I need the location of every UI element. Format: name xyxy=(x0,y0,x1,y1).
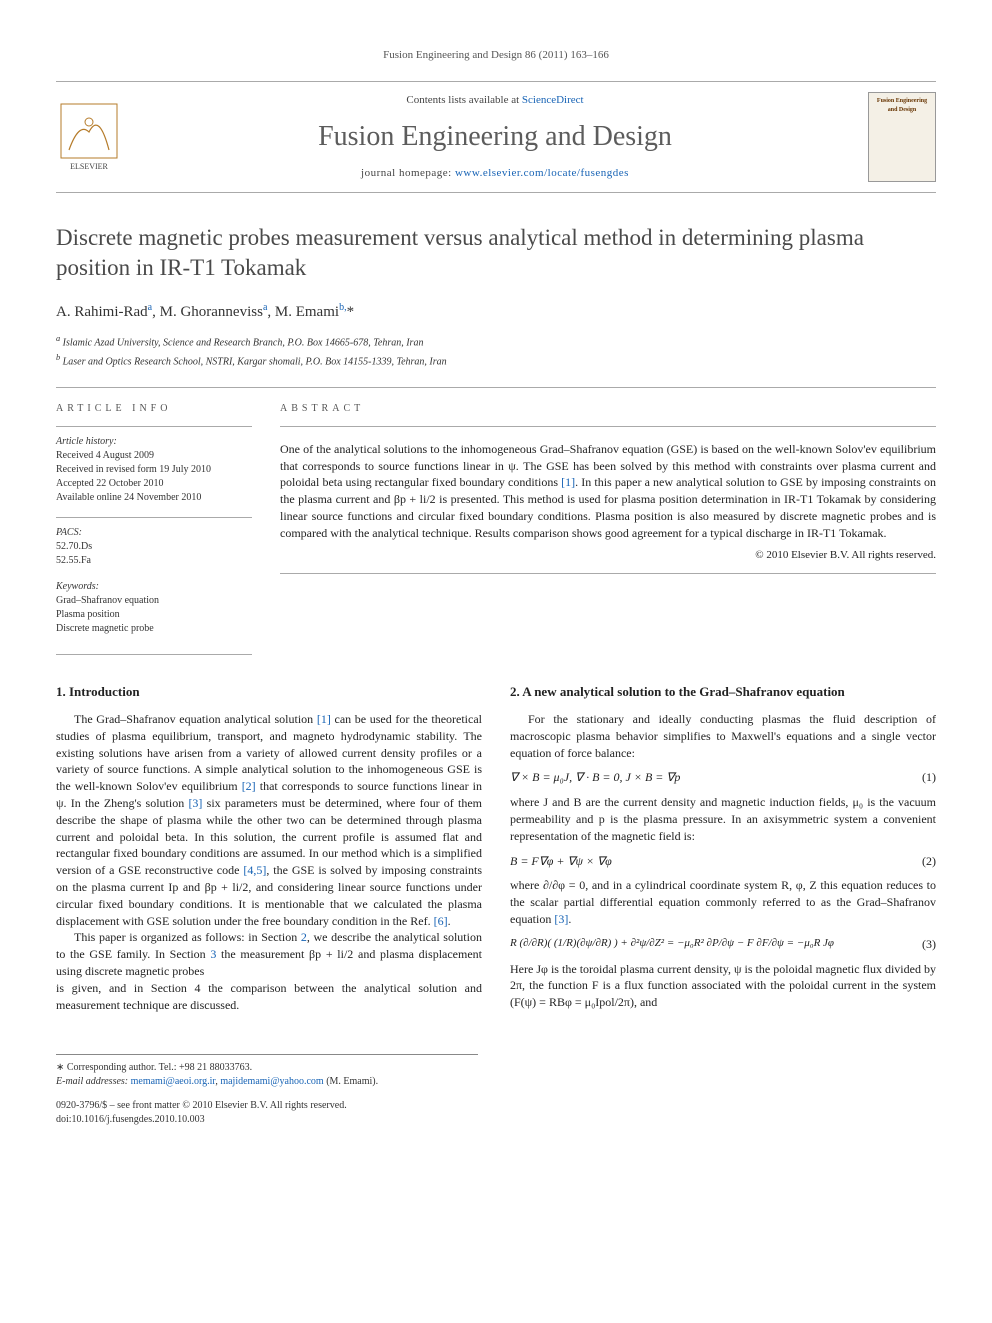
section-2-paragraph: Here Jφ is the toroidal plasma current d… xyxy=(510,961,936,1011)
equation-body: ∇ × B = μ₀J, ∇ · B = 0, J × B = ∇p xyxy=(510,769,912,786)
affiliation-a: a Islamic Azad University, Science and R… xyxy=(56,333,936,350)
abstract-text: One of the analytical solutions to the i… xyxy=(280,441,936,542)
cover-title: Fusion Engineering and Design xyxy=(873,97,931,114)
issn-line: 0920-3796/$ – see front matter © 2010 El… xyxy=(56,1099,936,1113)
section-2-paragraph: where J and B are the current density an… xyxy=(510,794,936,844)
masthead-center: Contents lists available at ScienceDirec… xyxy=(136,93,854,181)
running-head: Fusion Engineering and Design 86 (2011) … xyxy=(56,48,936,63)
history-line: Received 4 August 2009 xyxy=(56,449,252,463)
homepage-prefix: journal homepage: xyxy=(361,167,455,179)
ref-link[interactable]: [1] xyxy=(561,475,575,489)
keywords-block: Keywords: Grad–Shafranov equation Plasma… xyxy=(56,580,252,636)
pacs-code: 52.70.Ds xyxy=(56,540,252,554)
email-link[interactable]: majidemami@yahoo.com xyxy=(220,1076,323,1087)
keyword: Grad–Shafranov equation xyxy=(56,594,252,608)
equation-2: B = F∇φ + ∇ψ × ∇φ (2) xyxy=(510,853,936,870)
divider xyxy=(56,517,252,518)
ref-link[interactable]: [6] xyxy=(434,914,448,928)
journal-homepage-link[interactable]: www.elsevier.com/locate/fusengdes xyxy=(455,167,629,179)
article-history: Article history: Received 4 August 2009 … xyxy=(56,435,252,505)
section-1-paragraph: This paper is organized as follows: in S… xyxy=(56,929,482,979)
section-1-heading: 1. Introduction xyxy=(56,683,482,701)
divider xyxy=(280,426,936,427)
equation-3: R (∂/∂R)( (1/R)(∂ψ/∂R) ) + ∂²ψ/∂Z² = −μ₀… xyxy=(510,936,936,953)
history-line: Accepted 22 October 2010 xyxy=(56,477,252,491)
contents-available-line: Contents lists available at ScienceDirec… xyxy=(136,93,854,108)
pacs-block: PACS: 52.70.Ds 52.55.Fa xyxy=(56,526,252,568)
article-title: Discrete magnetic probes measurement ver… xyxy=(56,223,936,283)
divider xyxy=(280,573,936,574)
author-list: A. Rahimi-Rada, M. Ghorannevissa, M. Ema… xyxy=(56,301,936,323)
corresponding-author-line: ∗ Corresponding author. Tel.: +98 21 880… xyxy=(56,1061,478,1075)
section-1-paragraph: The Grad–Shafranov equation analytical s… xyxy=(56,711,482,929)
equation-1: ∇ × B = μ₀J, ∇ · B = 0, J × B = ∇p (1) xyxy=(510,769,936,786)
keyword: Discrete magnetic probe xyxy=(56,622,252,636)
abstract-head: ABSTRACT xyxy=(280,402,936,416)
journal-homepage-line: journal homepage: www.elsevier.com/locat… xyxy=(136,166,854,181)
equation-body: B = F∇φ + ∇ψ × ∇φ xyxy=(510,853,912,870)
equation-number: (3) xyxy=(912,936,936,953)
history-line: Received in revised form 19 July 2010 xyxy=(56,463,252,477)
ref-link[interactable]: [3] xyxy=(554,912,568,926)
elsevier-logo: ELSEVIER xyxy=(56,99,122,175)
divider xyxy=(56,426,252,427)
equation-number: (2) xyxy=(912,853,936,870)
article-info-column: ARTICLE INFO Article history: Received 4… xyxy=(56,388,252,648)
equation-body: R (∂/∂R)( (1/R)(∂ψ/∂R) ) + ∂²ψ/∂Z² = −μ₀… xyxy=(510,936,912,951)
divider xyxy=(56,654,252,655)
section-2-paragraph: For the stationary and ideally conductin… xyxy=(510,711,936,761)
equation-number: (1) xyxy=(912,769,936,786)
ref-link[interactable]: [4,5] xyxy=(243,863,266,877)
affiliations: a Islamic Azad University, Science and R… xyxy=(56,333,936,369)
elsevier-wordmark: ELSEVIER xyxy=(70,162,108,171)
pacs-code: 52.55.Fa xyxy=(56,554,252,568)
corresponding-author-footer: ∗ Corresponding author. Tel.: +98 21 880… xyxy=(56,1054,478,1089)
keyword: Plasma position xyxy=(56,608,252,622)
doi-line: doi:10.1016/j.fusengdes.2010.10.003 xyxy=(56,1113,936,1127)
abstract-copyright: © 2010 Elsevier B.V. All rights reserved… xyxy=(280,548,936,563)
sciencedirect-link[interactable]: ScienceDirect xyxy=(522,94,584,106)
section-2-heading: 2. A new analytical solution to the Grad… xyxy=(510,683,936,701)
section-1-continuation: is given, and in Section 4 the compariso… xyxy=(56,980,482,1014)
article-info-head: ARTICLE INFO xyxy=(56,402,252,416)
contents-prefix: Contents lists available at xyxy=(406,94,521,106)
ref-link[interactable]: [1] xyxy=(317,712,331,726)
history-label: Article history: xyxy=(56,435,252,449)
history-line: Available online 24 November 2010 xyxy=(56,491,252,505)
journal-cover-thumbnail: Fusion Engineering and Design xyxy=(868,92,936,182)
journal-name: Fusion Engineering and Design xyxy=(136,117,854,156)
masthead: ELSEVIER Contents lists available at Sci… xyxy=(56,81,936,193)
email-line: E-mail addresses: memami@aeoi.org.ir, ma… xyxy=(56,1075,478,1089)
abstract-column: ABSTRACT One of the analytical solutions… xyxy=(280,388,936,648)
keywords-label: Keywords: xyxy=(56,580,252,594)
affiliation-b: b Laser and Optics Research School, NSTR… xyxy=(56,352,936,369)
email-link[interactable]: memami@aeoi.org.ir xyxy=(131,1076,216,1087)
issn-doi-footer: 0920-3796/$ – see front matter © 2010 El… xyxy=(56,1099,936,1127)
email-label: E-mail addresses: xyxy=(56,1076,128,1087)
pacs-label: PACS: xyxy=(56,526,252,540)
ref-link[interactable]: [2] xyxy=(242,779,256,793)
body-two-column: 1. Introduction The Grad–Shafranov equat… xyxy=(56,683,936,1020)
section-2-paragraph: where ∂/∂φ = 0, and in a cylindrical coo… xyxy=(510,877,936,927)
ref-link[interactable]: [3] xyxy=(188,796,202,810)
